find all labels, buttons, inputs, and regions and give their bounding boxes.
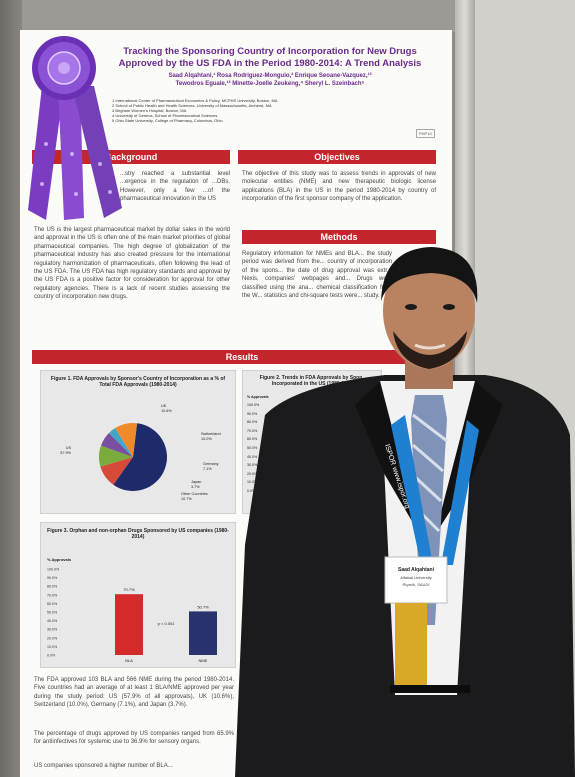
- poster-title: Tracking the Sponsoring Country of Incor…: [118, 46, 422, 69]
- figure-3-y-tick: 10.0%: [47, 645, 58, 649]
- authors-line-1: Saad Alqahtani,¹ Rosa Rodriguez-Monguio,…: [168, 73, 372, 79]
- background-text: The US is the largest pharmaceutical mar…: [34, 227, 230, 301]
- figure-2-title: Figure 2. Trends in FDA Approvals by Spo…: [259, 375, 367, 387]
- pie-slice-label: Japan: [191, 480, 201, 484]
- pie-slice: [99, 445, 133, 467]
- figure-1-panel: Figure 1. FDA Approvals by Sponsor's Cou…: [40, 370, 236, 514]
- pie-slice-label: UK: [161, 404, 167, 408]
- pie-slice-label: US: [66, 446, 72, 450]
- figure-2-y-tick: 20.0%: [247, 471, 258, 476]
- objectives-text: The objective of this study was to asses…: [242, 171, 436, 203]
- figure-2-y-tick: 30.0%: [247, 463, 258, 468]
- figure-3-y-tick: 30.0%: [47, 628, 58, 632]
- figure-3-y-tick: 0.0%: [47, 654, 56, 658]
- pie-slice: [100, 457, 133, 485]
- figure-3-bar: [115, 594, 143, 655]
- figure-2-y-tick: 10.0%: [247, 480, 258, 485]
- figure-2-y-tick: 100.0%: [247, 403, 260, 407]
- figure-3-y-label: % Approvals: [47, 557, 72, 562]
- pie-slice-label: Other Countries: [181, 492, 208, 496]
- pie-slice: [113, 423, 167, 491]
- figure-2-y-tick: 0.0%: [247, 489, 256, 493]
- booth-wall-top: [22, 0, 455, 32]
- badge-city: Riyadh, SAUDI: [403, 582, 430, 587]
- pie-slice-label: Germany: [203, 462, 219, 466]
- poster-number: PHP10: [416, 129, 435, 138]
- results-text-2: The percentage of drugs approved by US c…: [34, 731, 234, 746]
- badge-organization: Alfaisal University: [400, 575, 432, 580]
- figure-3-bar-chart: % Approvals 100.0% 90.0% 80.0% 70.0% 60.0% 50.…: [47, 557, 217, 663]
- figure-3-y-tick: 80.0%: [47, 585, 58, 589]
- figure-3-y-tick: 60.0%: [47, 602, 58, 606]
- figure-2-y-tick: 40.0%: [247, 454, 258, 459]
- figure-3-bar: [189, 611, 217, 655]
- figure-3-y-tick: 20.0%: [47, 636, 58, 640]
- affiliation-item: 5 Ohio State University, College of Phar…: [112, 118, 223, 123]
- pie-slice: [115, 423, 138, 457]
- figure-2-y-tick: 60.0%: [247, 437, 258, 442]
- figure-1-title: Figure 1. FDA Approvals by Sponsor's Cou…: [50, 376, 226, 388]
- figure-3-bar-value: 50.7%: [197, 604, 209, 609]
- background-text-partial: ...stry reached a substantial level ...e…: [120, 171, 230, 203]
- affiliation-item: 3 Brigham Women's Hospital, Boston, MA: [112, 108, 187, 113]
- award-ribbon-icon: [28, 36, 122, 220]
- figure-2-y-tick: 90.0%: [247, 411, 258, 416]
- badge-name: Saad Alqahtani: [398, 567, 435, 573]
- figure-3-category-label: BLA: [125, 658, 133, 663]
- pie-slice-label: 57.9%: [60, 451, 71, 455]
- figure-3-panel: Figure 3. Orphan and non-orphan Drugs Sp…: [40, 522, 236, 668]
- affiliations: 1 International Center of Pharmaceutical…: [112, 98, 412, 123]
- pie-slice: [100, 432, 133, 457]
- figure-2-y-tick: 80.0%: [247, 420, 258, 425]
- figure-3-annotation: p < 0.001: [158, 621, 176, 626]
- figure-3-y-tick: 50.0%: [47, 611, 58, 615]
- pie-slice-label: 3.7%: [191, 485, 200, 489]
- figure-2-y-tick: 70.0%: [247, 428, 258, 433]
- figure-3-category-label: NME: [199, 658, 208, 663]
- pie-slice-label: Switzerland: [201, 432, 221, 436]
- objectives-heading: Objectives: [238, 150, 436, 164]
- figure-3-title: Figure 3. Orphan and non-orphan Drugs Sp…: [47, 528, 229, 540]
- figure-2-y-tick: 50.0%: [247, 446, 258, 450]
- methods-heading: Methods: [242, 230, 436, 244]
- results-text-3: US companies sponsored a higher number o…: [34, 763, 173, 769]
- affiliation-item: 2 School of Public Health and Health Sci…: [112, 103, 272, 108]
- figure-3-y-tick: 70.0%: [47, 593, 58, 597]
- presenter-person: ISPOR www.ispor.org Saad Alqahtani Alfai…: [235, 247, 575, 777]
- results-text-1: The FDA approved 103 BLA and 566 NME dur…: [34, 677, 234, 709]
- figure-3-bar-value: 70.7%: [123, 587, 135, 592]
- pie-slice: [108, 428, 133, 457]
- results-heading: Results: [32, 350, 452, 364]
- pie-slice-label: 10.0%: [201, 437, 212, 441]
- figure-2-y-label: % Approvals: [247, 395, 269, 399]
- pie-slice-label: 10.7%: [181, 497, 192, 501]
- figure-3-y-tick: 90.0%: [47, 576, 58, 580]
- affiliation-item: 4 University of Geneva, School of Pharma…: [112, 113, 218, 118]
- methods-text: Regulatory information for NMEs and BLA.…: [242, 251, 392, 300]
- authors-line-2: Tewodros Eguale,¹³ Minette-Joelle Zeuken…: [175, 81, 365, 87]
- pie-slice-label: 7.1%: [203, 467, 212, 471]
- affiliation-item: 1 International Center of Pharmaceutical…: [112, 98, 278, 103]
- poster-authors: Saad Alqahtani,¹ Rosa Rodriguez-Monguio,…: [110, 72, 430, 88]
- pie-slice-label: 10.6%: [161, 409, 172, 413]
- figure-3-y-tick: 40.0%: [47, 619, 58, 623]
- booth-wall-left: [0, 0, 22, 777]
- figure-3-y-tick: 100.0%: [47, 568, 60, 572]
